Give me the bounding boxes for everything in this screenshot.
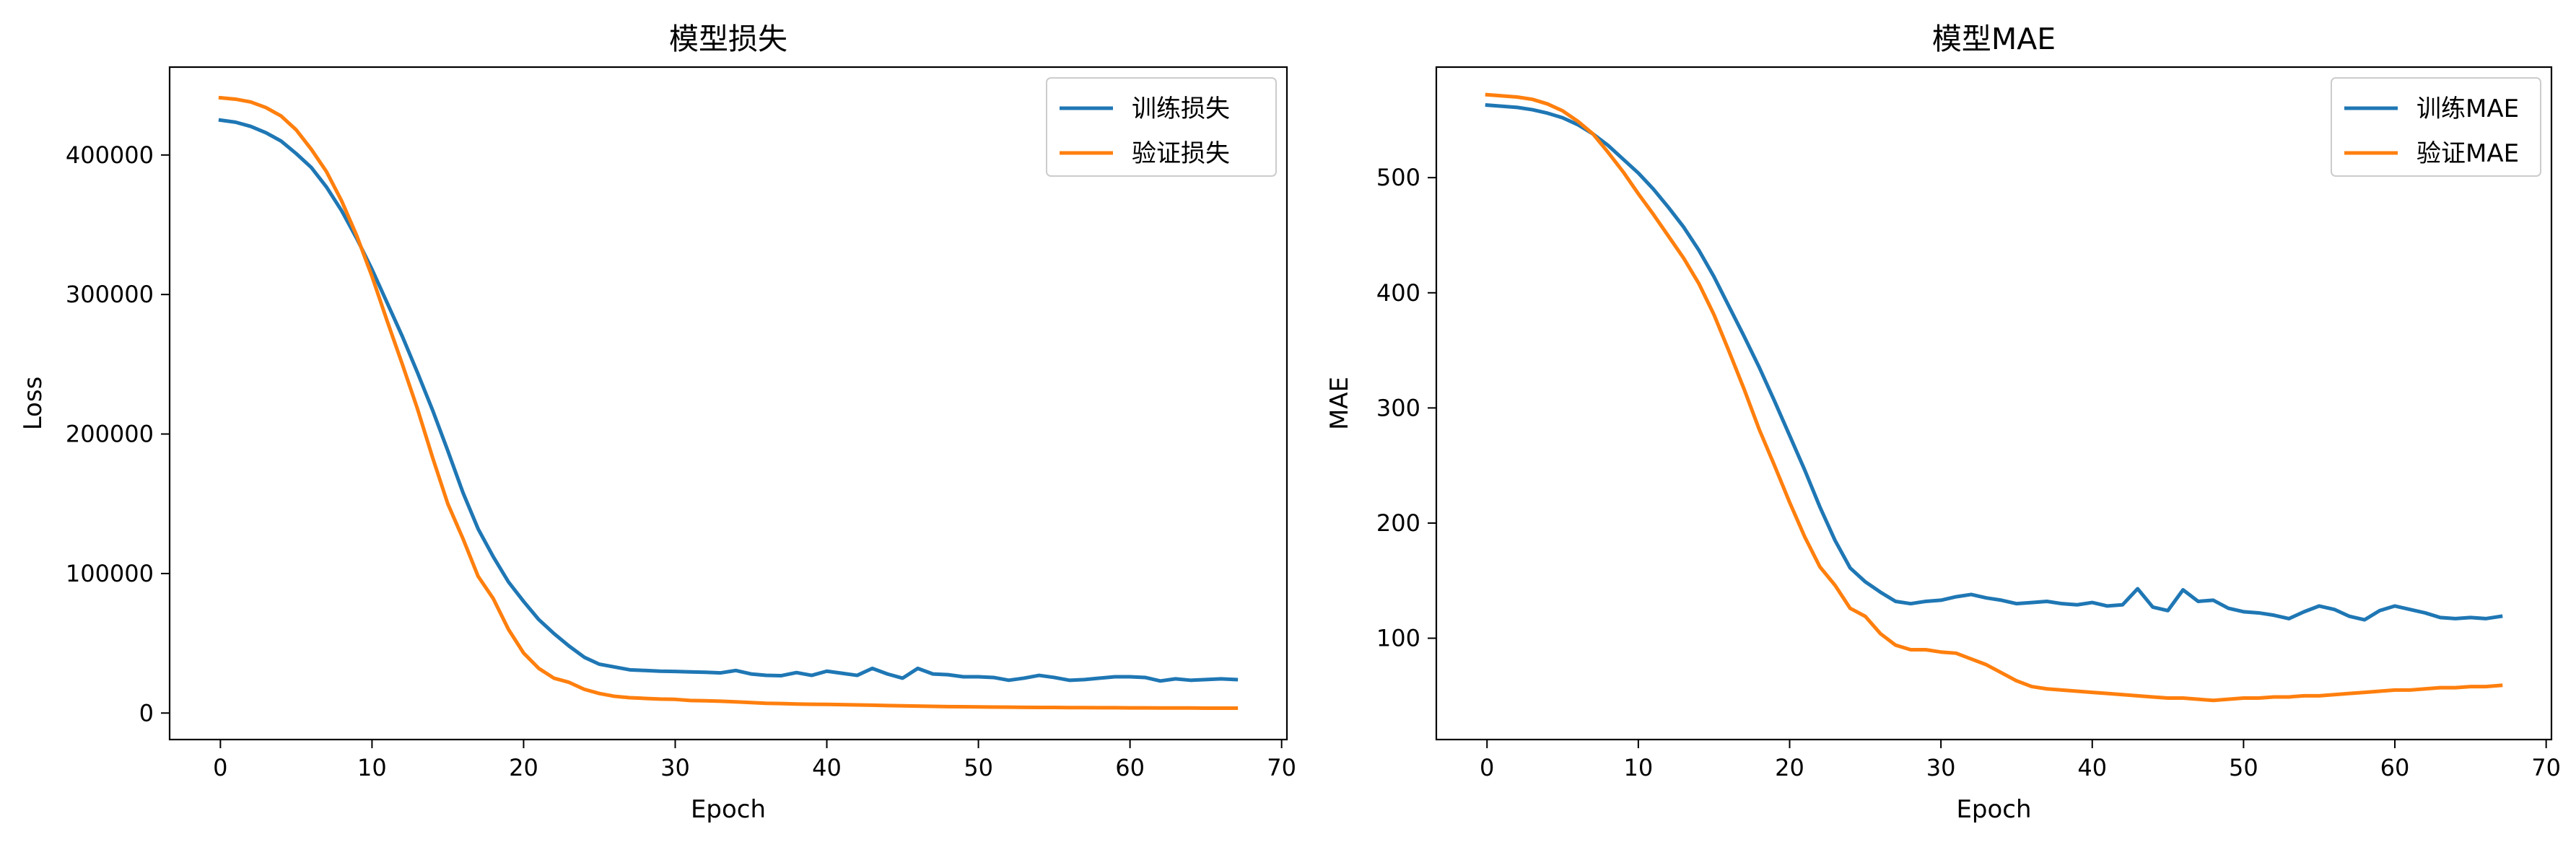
- loss-x-tick-label: 20: [509, 754, 538, 781]
- mae-y-tick-label: 200: [1376, 509, 1420, 537]
- loss-legend-label-0: 训练损失: [1132, 95, 1230, 123]
- loss-legend-label-1: 验证损失: [1132, 139, 1230, 168]
- loss-x-axis-label: Epoch: [691, 795, 766, 824]
- mae-legend-label-1: 验证MAE: [2416, 139, 2519, 168]
- mae-x-axis-label: Epoch: [1956, 795, 2031, 824]
- loss-x-tick-label: 40: [812, 754, 842, 781]
- mae-series-line-0: [1485, 102, 2503, 622]
- loss-x-tick-label: 30: [660, 754, 690, 781]
- mae-y-tick-label: 400: [1376, 279, 1420, 307]
- loss-chart-title: 模型损失: [669, 22, 787, 56]
- mae-y-tick-label: 100: [1376, 625, 1420, 652]
- mae-x-tick-label: 30: [1926, 754, 1956, 781]
- mae-x-tick-label: 60: [2380, 754, 2410, 781]
- loss-y-tick-label: 300000: [66, 281, 154, 308]
- mae-x-tick-label: 20: [1775, 754, 1804, 781]
- loss-axes-frame: [168, 66, 1288, 741]
- mae-x-tick-label: 0: [1480, 754, 1494, 781]
- loss-y-tick-label: 0: [139, 699, 154, 727]
- mae-y-axis-label: MAE: [1325, 377, 1354, 430]
- loss-x-tick-label: 50: [964, 754, 993, 781]
- loss-x-tick-label: 70: [1267, 754, 1296, 781]
- mae-y-tick-label: 500: [1376, 164, 1420, 191]
- loss-y-tick-label: 400000: [66, 141, 154, 169]
- mae-x-tick-label: 10: [1624, 754, 1654, 781]
- loss-y-tick-label: 100000: [66, 560, 154, 587]
- mae-x-tick-label: 40: [2077, 754, 2107, 781]
- mae-legend: 训练MAE 验证MAE: [2331, 77, 2541, 177]
- loss-chart: 0 10 20 30 40 50 60 70 0 100000 200000 300000 400000…: [19, 22, 1296, 824]
- loss-x-tick-label: 60: [1115, 754, 1145, 781]
- loss-series-line-1: [218, 95, 1239, 710]
- mae-x-tick-label: 70: [2531, 754, 2561, 781]
- mae-x-tick-label: 50: [2229, 754, 2258, 781]
- loss-series-line-0: [218, 118, 1239, 683]
- loss-x-tick-label: 10: [357, 754, 387, 781]
- mae-chart: 0 10 20 30 40 50 60 70 100 200 300 400 500 模型MAE Epoch…: [1325, 22, 2561, 824]
- mae-axes-frame: [1435, 66, 2553, 741]
- mae-chart-title: 模型MAE: [1932, 22, 2056, 56]
- loss-x-tick-label: 0: [213, 754, 227, 781]
- loss-y-axis-label: Loss: [19, 377, 48, 431]
- mae-y-tick-label: 300: [1376, 394, 1420, 421]
- loss-y-tick-label: 200000: [66, 421, 154, 448]
- mae-legend-label-0: 训练MAE: [2416, 95, 2519, 123]
- mae-series-line-1: [1485, 92, 2503, 703]
